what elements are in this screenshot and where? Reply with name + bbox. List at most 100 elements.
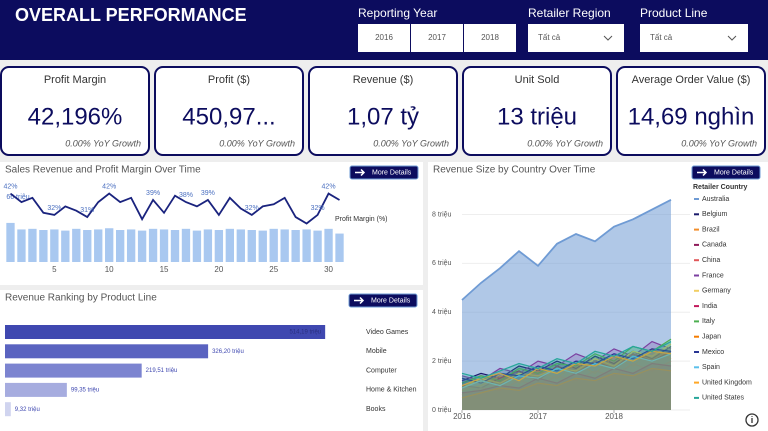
year-option: 2018	[481, 33, 499, 42]
bar	[6, 223, 14, 262]
year-option: 2017	[428, 33, 446, 42]
bar	[138, 231, 146, 262]
x-tick-label: 2016	[453, 412, 471, 421]
bar	[149, 229, 157, 262]
bar	[215, 230, 223, 262]
bar	[50, 229, 58, 262]
kpi-growth: 0.00% YoY Growth	[373, 138, 449, 148]
legend-label: Canada	[702, 242, 727, 249]
legend-label: Mexico	[702, 349, 724, 356]
bar	[127, 229, 135, 262]
y-tick-label: 2 triệu	[432, 358, 452, 365]
legend-label: India	[702, 303, 717, 310]
bar	[5, 325, 325, 339]
bar	[5, 383, 67, 397]
bar	[61, 231, 69, 262]
button-label: More Details	[714, 169, 754, 176]
line-label: 39%	[146, 190, 160, 197]
kpi-growth: 0.00% YoY Growth	[65, 138, 141, 148]
button-label: More Details	[372, 169, 412, 176]
bar	[193, 231, 201, 262]
kpi-growth: 0.00% YoY Growth	[527, 138, 603, 148]
bar	[313, 231, 321, 262]
legend-label: Japan	[702, 334, 721, 341]
x-tick-label: 2018	[605, 412, 623, 421]
kpi-title: Revenue ($)	[353, 74, 414, 86]
bar	[5, 364, 142, 378]
bar	[324, 229, 332, 262]
kpi-title: Average Order Value ($)	[632, 74, 751, 86]
legend-label: Australia	[702, 196, 729, 203]
chart-title: Sales Revenue and Profit Margin Over Tim…	[5, 165, 201, 176]
bar	[94, 229, 102, 262]
line-label: 32%	[47, 205, 61, 212]
category-label: Computer	[366, 367, 397, 374]
kpi-title: Profit ($)	[208, 74, 250, 86]
bar	[281, 229, 289, 262]
dropdown-value: Tất cả	[650, 33, 673, 42]
year-option: 2016	[375, 33, 393, 42]
bar	[83, 230, 91, 262]
bar-label: 9,32 triệu	[15, 407, 40, 413]
bar-label: 219,51 triệu	[146, 368, 178, 374]
legend-label: France	[702, 272, 724, 279]
legend-label: Brazil	[702, 226, 720, 233]
x-tick-label: 15	[160, 265, 169, 274]
legend-label: United Kingdom	[702, 379, 752, 386]
line-label: 32%	[311, 205, 325, 212]
panel	[0, 290, 423, 431]
filter-label: Retailer Region	[528, 6, 611, 20]
line-label: 32%	[245, 205, 259, 212]
category-label: Video Games	[366, 329, 409, 336]
bar	[39, 230, 47, 262]
bar	[5, 402, 11, 416]
line-label: 38%	[179, 192, 193, 199]
bar	[171, 230, 179, 262]
kpi-growth: 0.00% YoY Growth	[219, 138, 295, 148]
y-tick-label: 6 triệu	[432, 260, 452, 267]
dropdown-value: Tất cả	[538, 33, 561, 42]
filter-label: Reporting Year	[358, 6, 437, 20]
category-label: Mobile	[366, 348, 387, 355]
kpi-title: Unit Sold	[515, 74, 560, 86]
bar	[182, 229, 190, 262]
legend-label: China	[702, 257, 720, 264]
bar	[105, 228, 113, 262]
x-tick-label: 20	[214, 265, 223, 274]
line-label: 42%	[102, 183, 116, 190]
bar	[5, 344, 208, 358]
panel	[0, 162, 423, 285]
category-label: Books	[366, 406, 386, 413]
page-title: OVERALL PERFORMANCE	[15, 5, 247, 25]
kpi-value: 1,07 tỷ	[347, 103, 419, 130]
x-tick-label: 25	[269, 265, 278, 274]
line-label: 42%	[3, 183, 17, 190]
bar	[237, 229, 245, 262]
bar	[17, 229, 25, 262]
bar-label: 326,20 triệu	[212, 349, 244, 355]
legend-label: Belgium	[702, 211, 727, 218]
y-tick-label: 4 triệu	[432, 309, 452, 316]
line-label: 39%	[201, 190, 215, 197]
legend-title: Retailer Country	[693, 184, 748, 191]
legend-label: Spain	[702, 364, 720, 371]
legend-label: Italy	[702, 318, 715, 325]
x-tick-label: 10	[105, 265, 114, 274]
kpi-value: 42,196%	[28, 103, 123, 130]
x-tick-label: 5	[52, 265, 57, 274]
bar	[28, 229, 36, 262]
bar	[226, 229, 234, 262]
line-label: 31%	[80, 207, 94, 214]
bar-label: 99,35 triệu	[71, 387, 99, 393]
filter-label: Product Line	[640, 6, 708, 20]
y-tick-label: 8 triệu	[432, 211, 452, 218]
button-label: More Details	[371, 297, 411, 304]
kpi-growth: 0.00% YoY Growth	[681, 138, 757, 148]
bar	[259, 231, 267, 262]
legend-label: Profit Margin (%)	[335, 216, 388, 223]
x-tick-label: 2017	[529, 412, 547, 421]
legend-label: United States	[702, 395, 745, 402]
category-label: Home & Kitchen	[366, 387, 417, 394]
bar	[204, 229, 212, 262]
